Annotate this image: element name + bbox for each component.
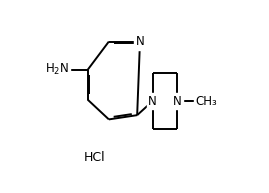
- Text: N: N: [136, 35, 144, 48]
- Text: HCl: HCl: [84, 151, 105, 164]
- Text: N: N: [148, 95, 157, 108]
- Text: N: N: [172, 95, 181, 108]
- Text: $\mathdefault{H_2N}$: $\mathdefault{H_2N}$: [45, 62, 69, 77]
- Text: CH₃: CH₃: [195, 95, 217, 108]
